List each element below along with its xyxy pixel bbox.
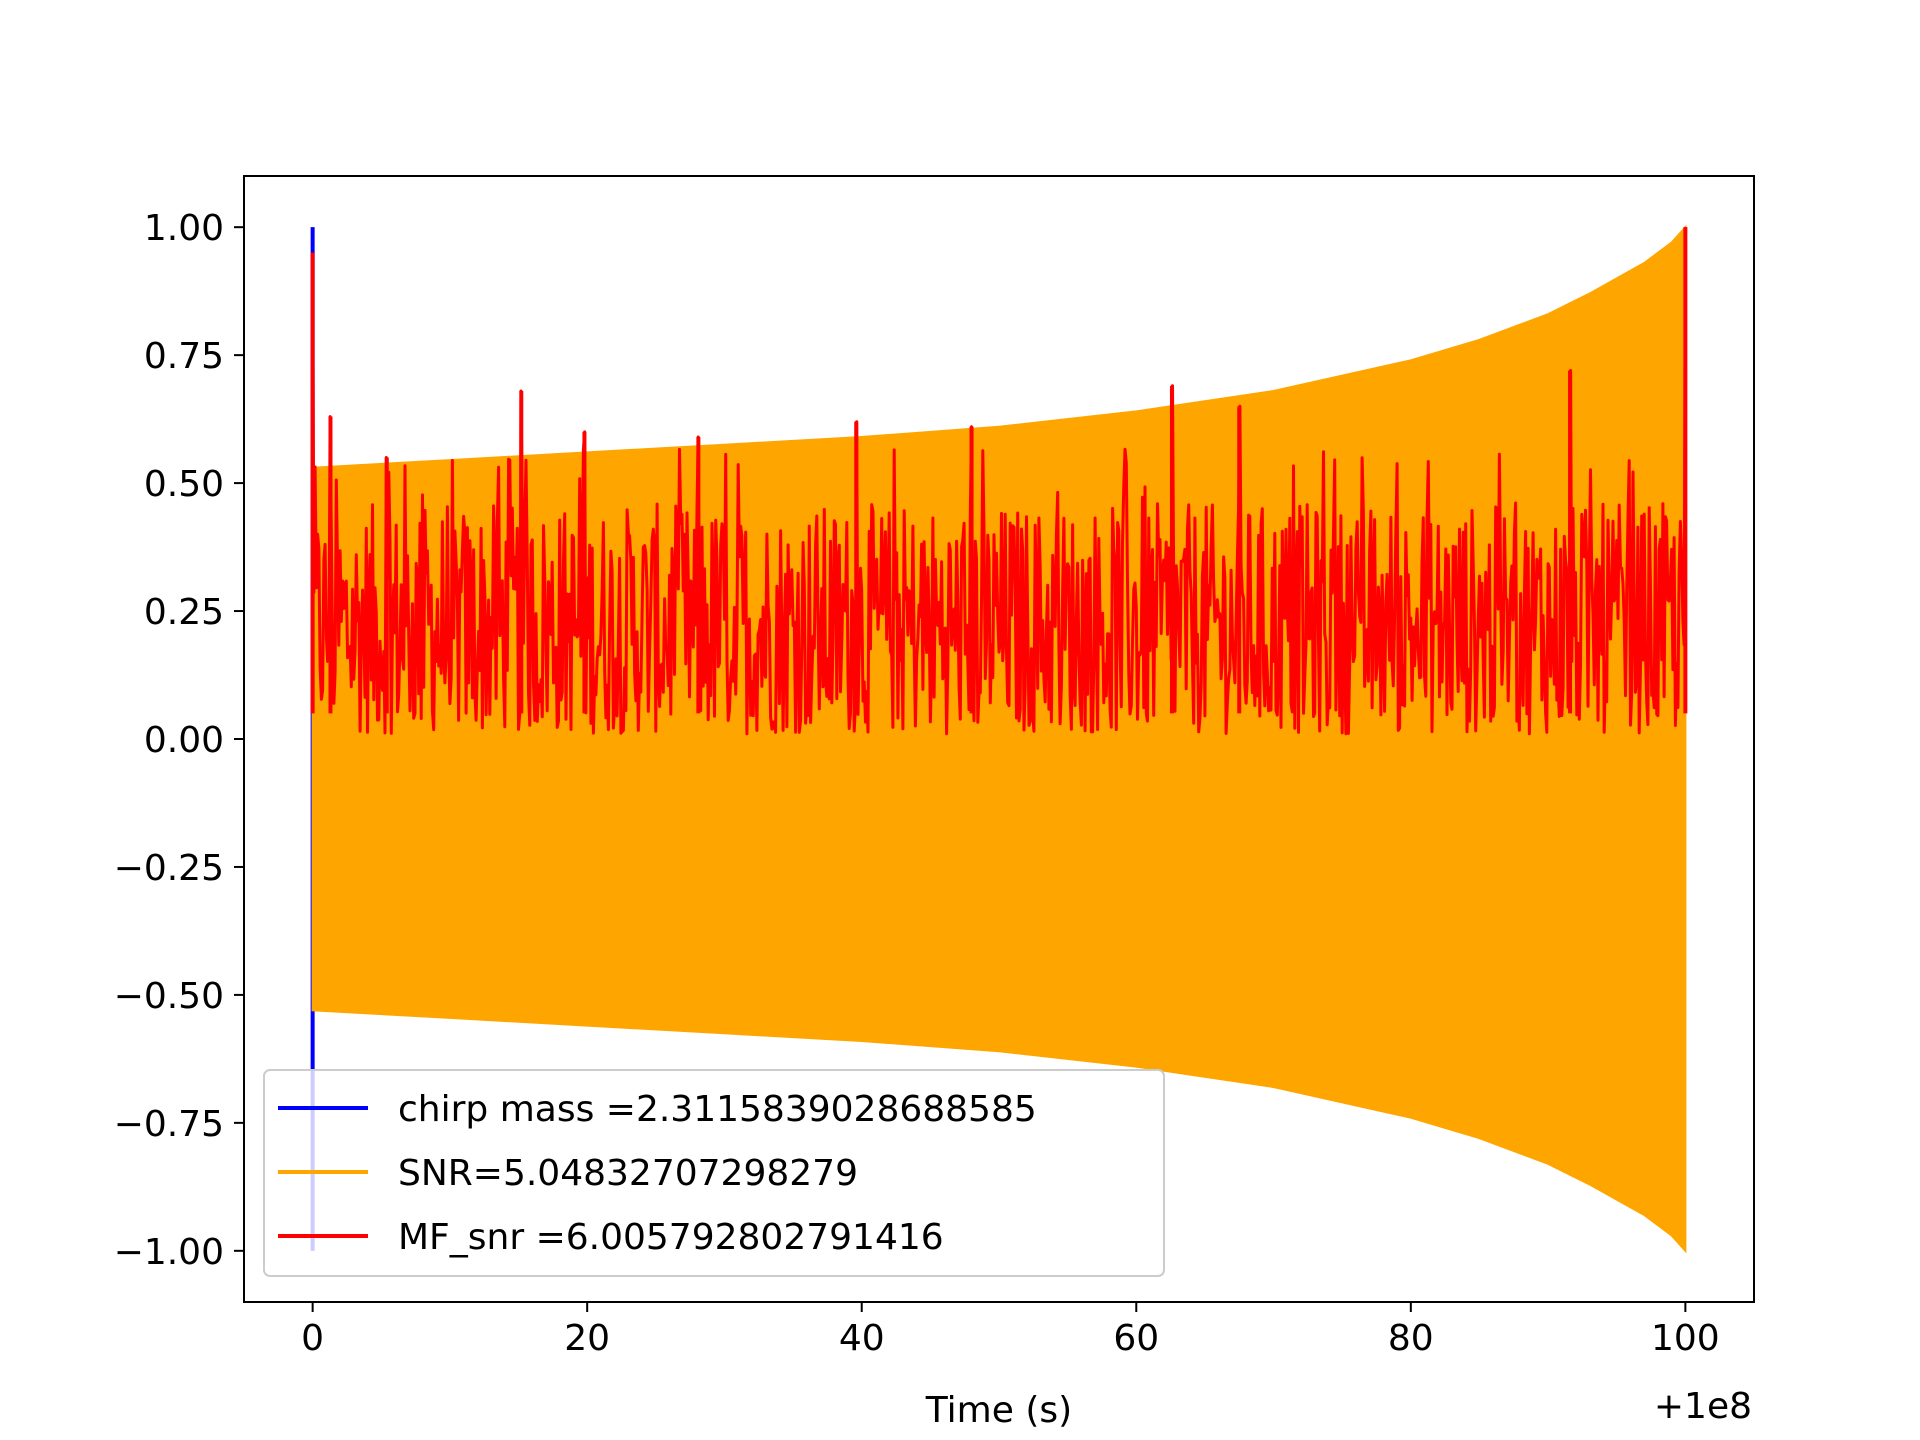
y-tick-label-0: 1.00 bbox=[144, 208, 224, 249]
x-tick-label-3: 60 bbox=[1113, 1318, 1159, 1359]
y-tick-label-6: −0.50 bbox=[114, 976, 224, 1017]
series-snr-envelope bbox=[311, 224, 1687, 1254]
y-tick-label-8: −1.00 bbox=[114, 1232, 224, 1273]
x-tick-label-5: 100 bbox=[1651, 1318, 1720, 1359]
legend-box bbox=[263, 1069, 1165, 1277]
x-tick-label-2: 40 bbox=[839, 1318, 885, 1359]
axes-layer: 0 20 40 60 80 100 1.00 0.75 0.50 0.25 0.00 −0.25 −0.… bbox=[114, 208, 1720, 1359]
y-tick-label-7: −0.75 bbox=[114, 1104, 224, 1145]
x-tick-label-4: 80 bbox=[1388, 1318, 1434, 1359]
plot-data-layer bbox=[310, 224, 1688, 1254]
legend: chirp mass =2.3115839028688585 SNR=5.0483… bbox=[263, 1069, 1165, 1277]
legend-label-0: chirp mass =2.3115839028688585 bbox=[398, 1089, 1037, 1130]
y-tick-label-5: −0.25 bbox=[114, 848, 224, 889]
x-axis-offset-label: +1e8 bbox=[1654, 1386, 1752, 1427]
y-tick-label-2: 0.50 bbox=[144, 464, 224, 505]
y-tick-label-4: 0.00 bbox=[144, 720, 224, 761]
legend-label-1: SNR=5.04832707298279 bbox=[398, 1153, 858, 1194]
y-tick-label-1: 0.75 bbox=[144, 336, 224, 377]
x-tick-label-0: 0 bbox=[301, 1318, 324, 1359]
y-tick-label-3: 0.25 bbox=[144, 592, 224, 633]
x-axis-label: Time (s) bbox=[925, 1390, 1072, 1431]
legend-label-2: MF_snr =6.005792802791416 bbox=[398, 1217, 944, 1258]
series-mf-snr-line bbox=[311, 227, 1687, 736]
x-tick-label-1: 20 bbox=[564, 1318, 610, 1359]
